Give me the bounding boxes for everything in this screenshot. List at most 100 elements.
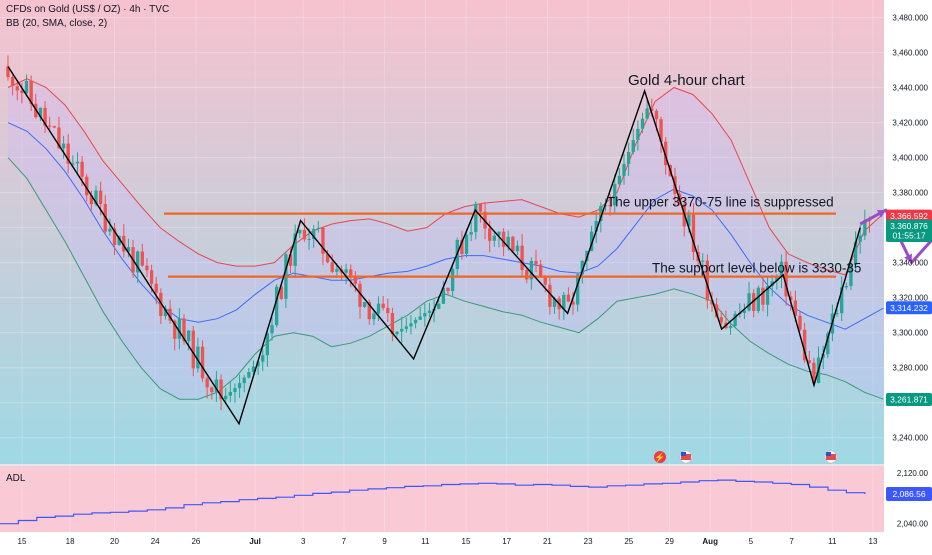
candle-body bbox=[159, 292, 163, 317]
candle-body bbox=[566, 294, 571, 302]
candle-body bbox=[418, 316, 422, 320]
candle-body bbox=[525, 269, 529, 280]
candle-body bbox=[335, 269, 339, 272]
candle-body bbox=[325, 253, 330, 263]
candle-body bbox=[362, 302, 367, 307]
dividend-event-icon[interactable] bbox=[654, 451, 666, 463]
candle-body bbox=[529, 260, 534, 280]
candle-body bbox=[511, 236, 515, 252]
candle-body bbox=[858, 235, 862, 242]
time-tick-label: 11 bbox=[421, 537, 430, 546]
candle-body bbox=[427, 310, 432, 314]
candle-body bbox=[265, 333, 270, 356]
indicator-legend[interactable]: BB (20, SMA, close, 2) bbox=[6, 18, 108, 29]
price-tag bbox=[886, 392, 932, 406]
time-tick-label: 21 bbox=[543, 537, 552, 546]
candle-body bbox=[807, 360, 811, 363]
candle-body bbox=[446, 287, 450, 291]
time-tick-label: 29 bbox=[665, 537, 674, 546]
us-flag-stripes bbox=[681, 454, 691, 460]
candle-body bbox=[617, 175, 622, 185]
price-tick-label: 3,480.000 bbox=[892, 14, 928, 23]
candle-body bbox=[163, 308, 168, 317]
candle-body bbox=[742, 310, 747, 313]
candle-body bbox=[117, 235, 121, 245]
candle-body bbox=[423, 313, 427, 317]
candle-body bbox=[437, 303, 441, 309]
candle-body bbox=[849, 264, 853, 287]
candle-body bbox=[765, 286, 770, 305]
candle-body bbox=[349, 269, 353, 278]
candle-body bbox=[548, 284, 552, 307]
candle-body bbox=[840, 287, 844, 314]
candle-body bbox=[279, 286, 283, 299]
candle-body bbox=[237, 383, 242, 389]
price-tick-label: 3,280.000 bbox=[892, 364, 928, 373]
candle-body bbox=[515, 245, 520, 252]
candle-body bbox=[149, 270, 154, 284]
candle-body bbox=[576, 274, 580, 305]
time-tick-label: 5 bbox=[749, 537, 754, 546]
candle-body bbox=[372, 313, 376, 320]
time-tick-label: 3 bbox=[301, 537, 306, 546]
candle-body bbox=[61, 143, 66, 149]
candle-body bbox=[691, 215, 696, 253]
candle-body bbox=[242, 377, 246, 384]
candle-body bbox=[312, 228, 316, 239]
candle-body bbox=[57, 127, 61, 149]
candle-body bbox=[71, 163, 75, 165]
candle-body bbox=[501, 231, 506, 247]
candle-body bbox=[710, 300, 714, 305]
us-flag-stripes-2 bbox=[826, 454, 836, 460]
candle-body bbox=[464, 234, 469, 254]
candle-body bbox=[126, 247, 131, 252]
adl-pane-label[interactable]: ADL bbox=[6, 473, 26, 484]
candle-body bbox=[784, 261, 788, 297]
horizontal-levels bbox=[164, 212, 836, 278]
price-tag-text: 3,261.871 bbox=[890, 394, 928, 404]
candle-body bbox=[594, 220, 598, 232]
candle-body bbox=[409, 323, 413, 327]
candle-body bbox=[664, 141, 668, 166]
candle-body bbox=[38, 107, 43, 118]
time-tick-label: 7 bbox=[342, 537, 347, 546]
price-tag-text: 3,360.876 bbox=[890, 221, 928, 231]
adl-value-tag bbox=[886, 487, 932, 501]
zigzag-lines bbox=[7, 66, 861, 426]
candle-body bbox=[316, 227, 320, 229]
candle-body bbox=[460, 239, 464, 254]
candle-body bbox=[122, 235, 126, 252]
candle-body bbox=[812, 362, 816, 383]
candle-body bbox=[631, 140, 635, 153]
candle-body bbox=[219, 379, 223, 400]
adl-tick-label: 2,120.00 bbox=[897, 469, 929, 478]
price-tick-label: 3,300.000 bbox=[892, 329, 928, 338]
candle-body bbox=[552, 298, 557, 307]
us-flag-canton bbox=[681, 452, 686, 456]
time-tick-label: 24 bbox=[151, 537, 160, 546]
candle-body bbox=[94, 190, 98, 205]
candle-body bbox=[404, 326, 408, 329]
candle-body bbox=[622, 163, 626, 176]
price-tag-text: 3,314.232 bbox=[890, 303, 928, 313]
candle-body bbox=[344, 269, 348, 273]
candle-body bbox=[853, 241, 858, 265]
candle-body bbox=[307, 238, 311, 240]
candle-body bbox=[779, 261, 784, 278]
resistance-annotation: The upper 3370-75 line is suppressed bbox=[607, 195, 834, 210]
symbol-header[interactable]: CFDs on Gold (US$ / OZ) · 4h · TVC bbox=[6, 4, 170, 15]
support-annotation: The support level below is 3330-35 bbox=[652, 261, 861, 276]
candle-body bbox=[224, 395, 228, 400]
time-tick-label: Jul bbox=[249, 537, 261, 546]
candle-body bbox=[826, 333, 830, 355]
candle-body bbox=[182, 318, 186, 342]
candle-body bbox=[256, 361, 260, 367]
candle-body bbox=[687, 215, 691, 227]
chart-title: Gold 4-hour chart bbox=[628, 72, 745, 89]
adl-indicator bbox=[0, 479, 866, 525]
price-tick-label: 3,400.000 bbox=[892, 154, 928, 163]
candle-body bbox=[6, 66, 10, 78]
